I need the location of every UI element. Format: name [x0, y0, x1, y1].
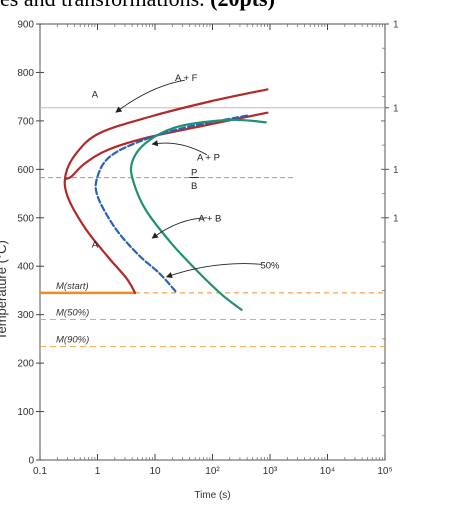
region-label: 50%: [260, 260, 280, 271]
region-label: A + F: [175, 73, 198, 84]
region-label: B: [191, 181, 197, 192]
x-tick-label: 1: [95, 466, 101, 477]
curve-series-2: [94, 114, 249, 294]
x-tick-label: 0.1: [33, 466, 47, 477]
y-tick-label: 600: [17, 165, 34, 176]
x-tick-label: 10⁴: [320, 466, 335, 477]
y-tick-label: 200: [17, 359, 34, 370]
question-points: (20pts): [210, 0, 275, 11]
region-label: A: [92, 90, 99, 101]
curve-series-1: [64, 111, 269, 181]
x-axis-title: Time (s): [194, 490, 230, 501]
right-axis-label: 1: [393, 103, 399, 114]
curve-series-3: [129, 118, 267, 311]
question-text-fragment: es and transformations.: [0, 0, 210, 11]
annotation-arrow: [151, 140, 208, 156]
martensite-label: M(50%): [56, 308, 89, 319]
right-axis-label: 1: [393, 165, 399, 176]
x-tick-label: 10: [149, 466, 161, 477]
y-tick-label: 800: [17, 68, 34, 79]
x-tick-label: 10²: [205, 466, 220, 477]
martensite-label: M(90%): [56, 335, 89, 346]
right-axis-label: 1: [393, 20, 399, 31]
region-label: A + B: [198, 213, 221, 224]
y-tick-label: 0: [28, 456, 34, 467]
y-tick-label: 300: [17, 310, 34, 321]
annotation-arrow: [151, 217, 207, 239]
curve-series-0: [63, 88, 269, 294]
y-tick-label: 900: [17, 20, 34, 31]
martensite-label: M(start): [56, 281, 89, 292]
x-tick-label: 10³: [263, 466, 278, 477]
y-tick-label: 100: [17, 407, 34, 418]
region-label: A + P: [197, 153, 220, 164]
region-label: P: [191, 167, 197, 178]
x-tick-label: 10⁵: [377, 466, 392, 477]
region-label: A: [92, 239, 99, 250]
right-axis-label: 1: [393, 213, 399, 224]
y-tick-label: 700: [17, 116, 34, 127]
y-tick-label: 500: [17, 213, 34, 224]
annotation-arrow: [165, 263, 262, 279]
question-header: es and transformations. (20pts): [0, 0, 453, 16]
annotation-arrow: [115, 79, 185, 113]
y-tick-label: 400: [17, 262, 34, 273]
